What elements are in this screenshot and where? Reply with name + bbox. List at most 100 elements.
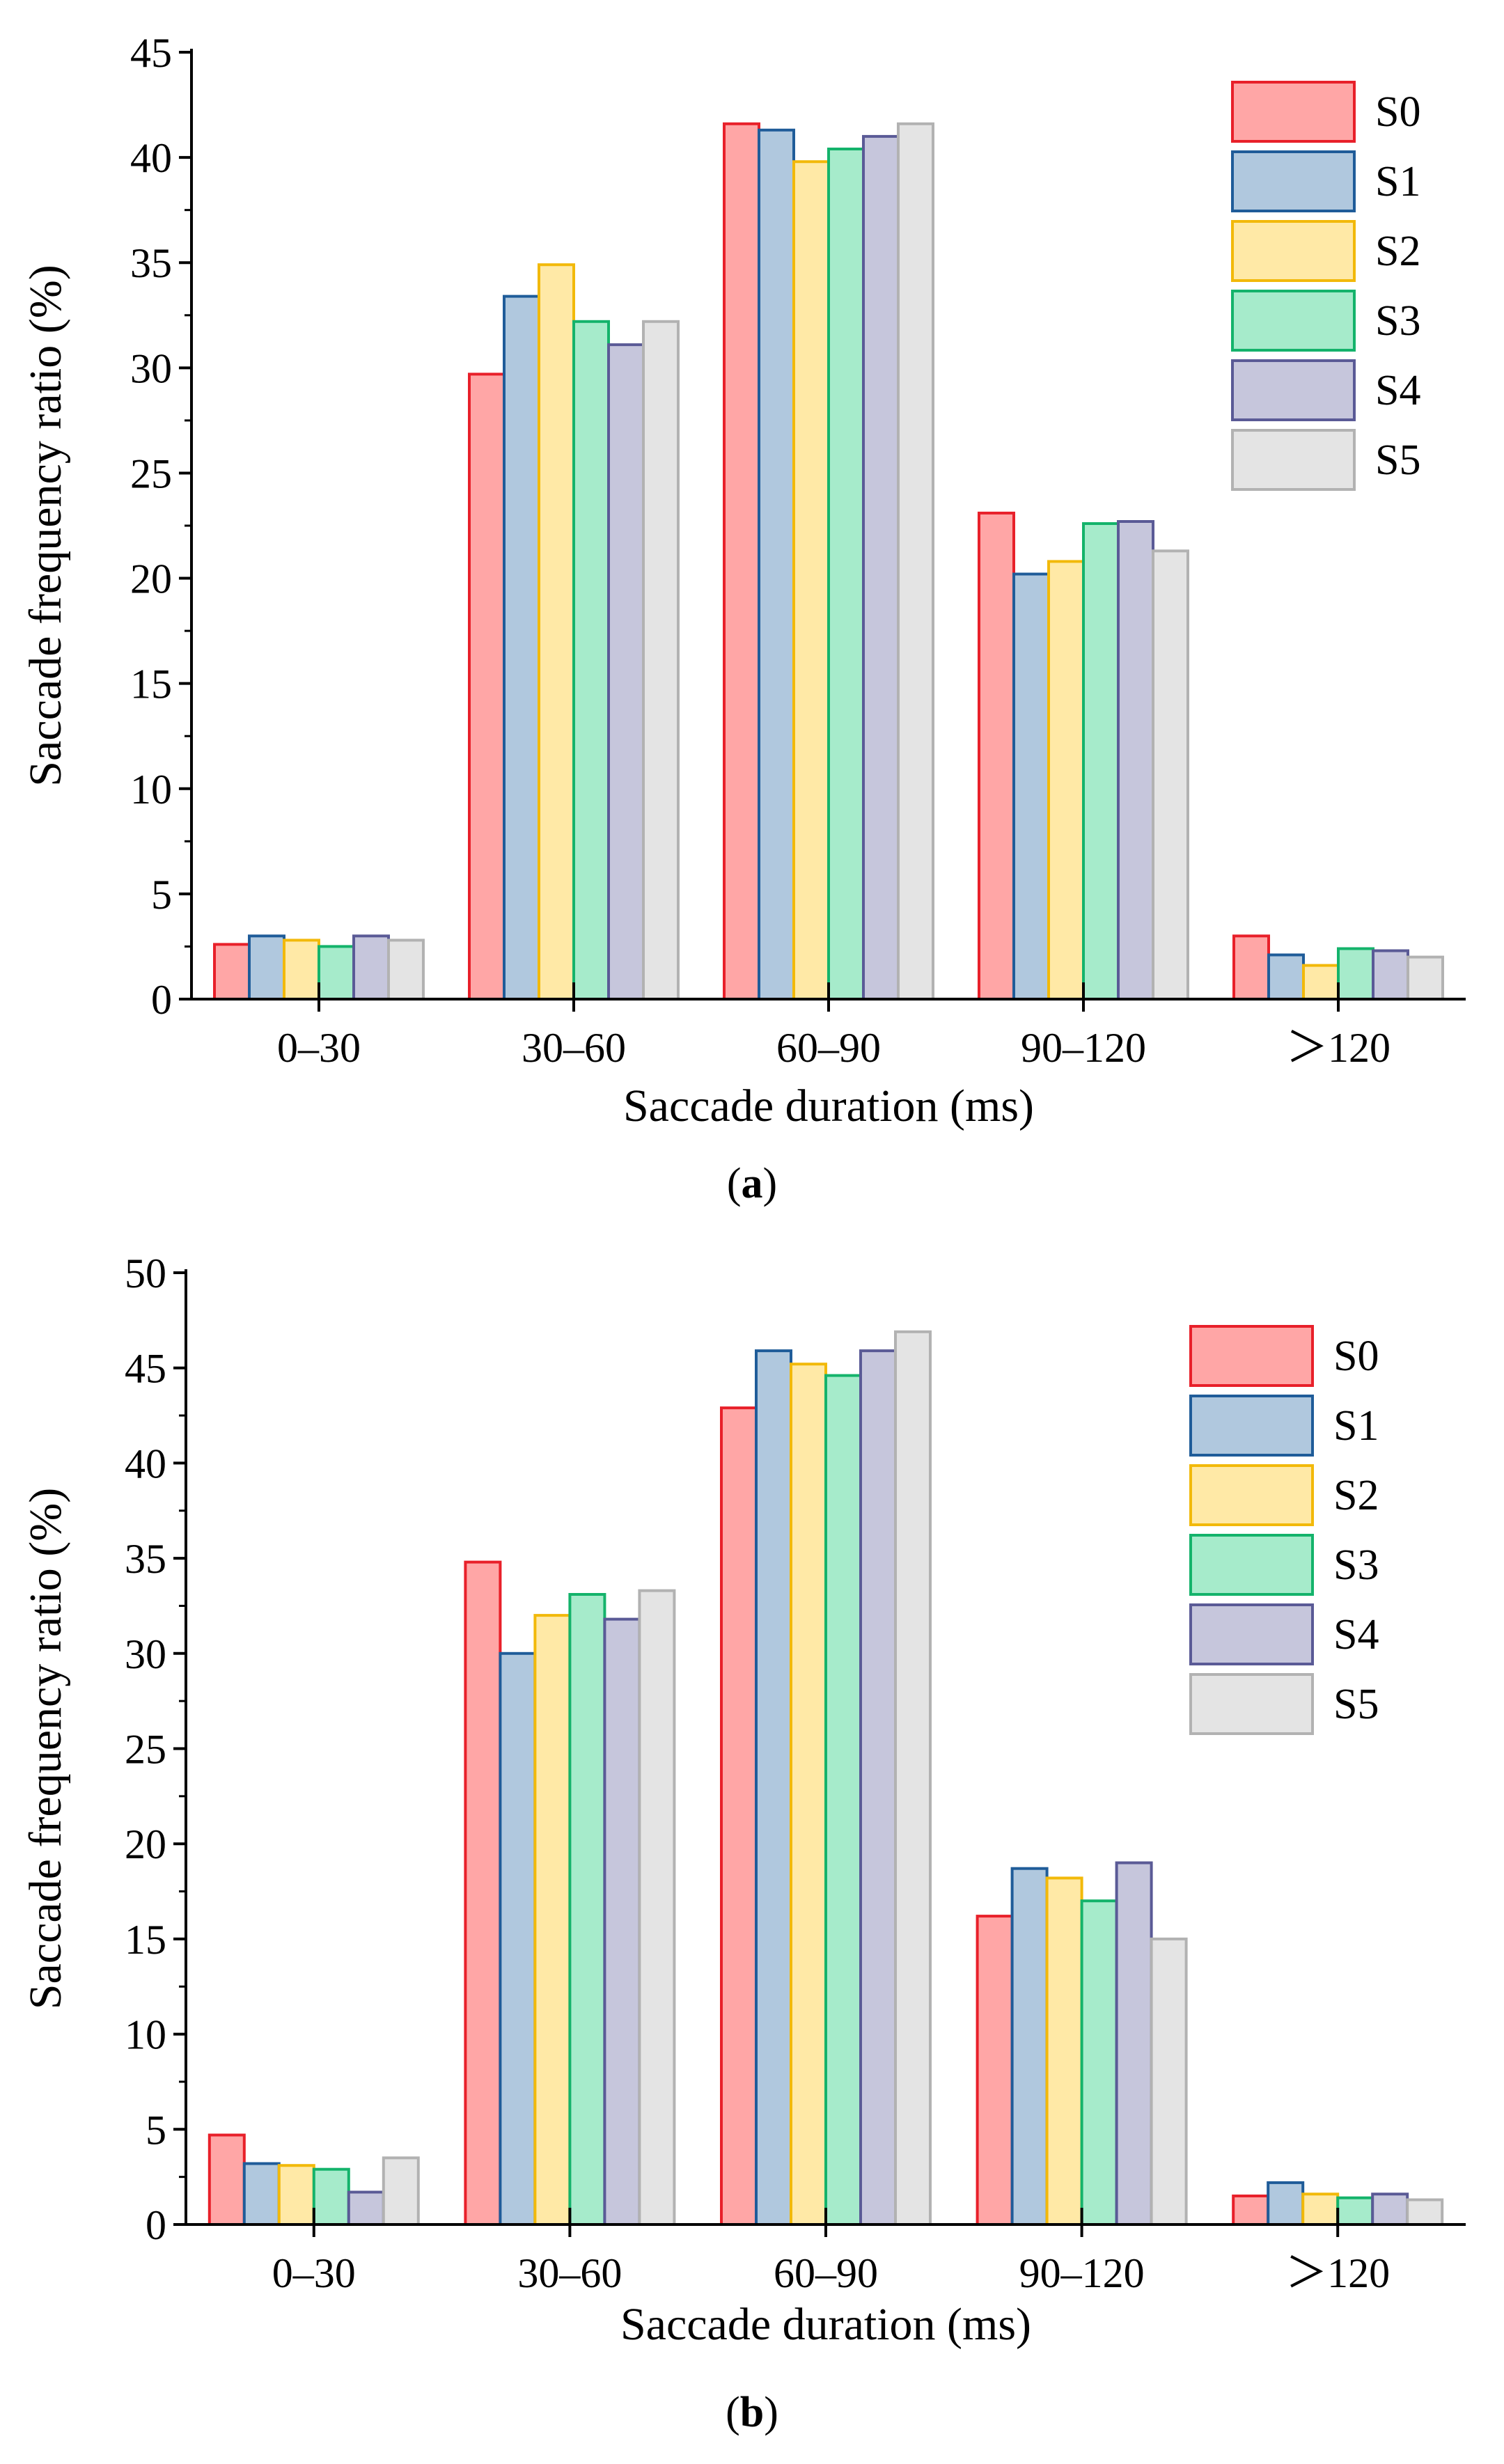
legend-label-s3: S3 (1333, 1541, 1379, 1589)
bar-s2-1 (533, 1614, 572, 2227)
legend-swatch-s2 (1231, 220, 1356, 282)
panel-caption: (b) (726, 2389, 778, 2436)
x-tick-label: 30–60 (517, 2250, 622, 2296)
bar-s5-1 (642, 320, 680, 1000)
bar-s5-3 (1150, 1937, 1188, 2226)
caption-close-paren: ) (763, 1160, 778, 1207)
bar-s4-4 (1372, 949, 1409, 1000)
legend-label-s0: S0 (1375, 88, 1420, 136)
bar-s5-2 (894, 1330, 932, 2226)
x-tick-label: 60–90 (776, 1025, 881, 1071)
legend-label-s3: S3 (1375, 297, 1420, 345)
y-tick-label: 45 (130, 30, 172, 76)
bar-s1-3 (1012, 572, 1050, 1000)
legend-label-s2: S2 (1333, 1472, 1379, 1519)
legend-swatch-s4 (1231, 359, 1356, 421)
x-tick-label: ＞120 (1286, 1025, 1391, 1071)
bar-s5-0 (382, 2156, 420, 2227)
legend-label-s0: S0 (1333, 1333, 1379, 1380)
legend-label-s4: S4 (1333, 1611, 1379, 1658)
y-tick-label: 30 (125, 1631, 166, 1677)
chart-panel-b: 0 5 10 15 20 25 30 35 40 45 50 0–30 30–60 60–90 90–120… (20, 1250, 1466, 2436)
legend-label-s5: S5 (1375, 437, 1420, 484)
y-tick-label: 10 (130, 767, 172, 813)
bar-s0-4 (1232, 934, 1270, 1001)
legend-swatch-s5 (1189, 1673, 1314, 1735)
bar-s3-3 (1082, 522, 1120, 1000)
bar-s1-4 (1267, 2181, 1305, 2226)
x-tick-label: 30–60 (522, 1025, 626, 1071)
bar-s3-3 (1080, 1899, 1118, 2226)
bar-s0-2 (723, 122, 760, 1000)
x-axis-title: Saccade duration (ms) (623, 1081, 1034, 1131)
x-tick-label: 60–90 (774, 2250, 878, 2296)
bar-s2-1 (538, 263, 575, 1001)
legend-swatch-s5 (1231, 429, 1356, 491)
bar-s0-1 (468, 372, 506, 1000)
bar-s3-1 (568, 1593, 606, 2226)
bar-s2-0 (277, 2164, 315, 2226)
bar-s2-4 (1302, 964, 1340, 1000)
legend-swatch-s3 (1231, 290, 1356, 352)
bar-s4-0 (347, 2190, 385, 2226)
caption-close-paren: ) (764, 2389, 778, 2436)
bar-s2-0 (283, 939, 320, 1001)
bar-s1-0 (242, 2162, 281, 2226)
y-tick-label: 5 (146, 2107, 166, 2153)
legend-label-s4: S4 (1375, 367, 1420, 414)
panel-caption: (a) (727, 1160, 777, 1207)
y-tick-label: 35 (130, 240, 172, 286)
bar-s3-0 (312, 2167, 350, 2226)
bar-s0-1 (464, 1560, 502, 2227)
legend-label-s1: S1 (1333, 1402, 1379, 1450)
legend-swatch-s3 (1189, 1534, 1314, 1596)
bar-s4-4 (1371, 2192, 1409, 2227)
x-tick-label: ＞120 (1285, 2250, 1390, 2296)
bar-s1-4 (1267, 953, 1305, 1000)
y-tick-label: 0 (146, 2202, 166, 2248)
y-tick-label: 5 (151, 872, 172, 918)
bar-s5-4 (1406, 2198, 1444, 2226)
legend-swatch-s4 (1189, 1603, 1314, 1665)
bar-s4-2 (859, 1349, 897, 2226)
bar-s3-4 (1337, 947, 1374, 1000)
x-tick-label: 0–30 (272, 2250, 356, 2296)
caption-letter: b (740, 2389, 764, 2436)
bar-s2-2 (790, 1363, 827, 2226)
bar-s3-2 (824, 1374, 862, 2226)
y-tick-label: 45 (125, 1346, 166, 1392)
bar-s4-1 (607, 343, 645, 1001)
y-tick-label: 30 (130, 345, 172, 391)
legend-swatch-s1 (1189, 1395, 1314, 1457)
bar-s0-2 (720, 1406, 758, 2226)
bar-s4-1 (603, 1617, 641, 2227)
bar-s0-3 (978, 511, 1015, 1000)
x-axis-title: Saccade duration (ms) (620, 2299, 1031, 2350)
y-tick-label: 10 (125, 2012, 166, 2058)
bar-s4-2 (862, 134, 900, 1000)
y-tick-label: 15 (130, 661, 172, 707)
legend-label-s1: S1 (1375, 158, 1420, 205)
bar-s5-0 (387, 939, 425, 1001)
bar-s0-0 (213, 943, 251, 1001)
bar-s1-3 (1010, 1867, 1049, 2226)
bar-s1-2 (755, 1349, 792, 2226)
y-tick-label: 15 (125, 1917, 166, 1963)
bar-s0-0 (207, 2133, 246, 2226)
legend-label-s5: S5 (1333, 1681, 1379, 1728)
bar-s1-1 (499, 1651, 537, 2227)
legend-swatch-s0 (1189, 1325, 1314, 1387)
legend-swatch-s2 (1189, 1464, 1314, 1526)
bar-s2-4 (1301, 2192, 1340, 2227)
y-tick-label: 40 (125, 1441, 166, 1486)
bar-s4-3 (1117, 520, 1154, 1000)
y-tick-label: 20 (130, 556, 172, 602)
legend-swatch-s1 (1231, 150, 1356, 212)
caption-letter: a (742, 1160, 763, 1207)
bar-s5-3 (1152, 549, 1189, 1000)
chart-panel-a: 0 5 10 15 20 25 30 35 40 45 0–30 30–60 60–90 90–120 ＞1… (20, 30, 1466, 1207)
y-tick-label: 35 (125, 1536, 166, 1582)
legend-label-s2: S2 (1375, 228, 1420, 275)
bar-s4-0 (352, 934, 390, 1001)
